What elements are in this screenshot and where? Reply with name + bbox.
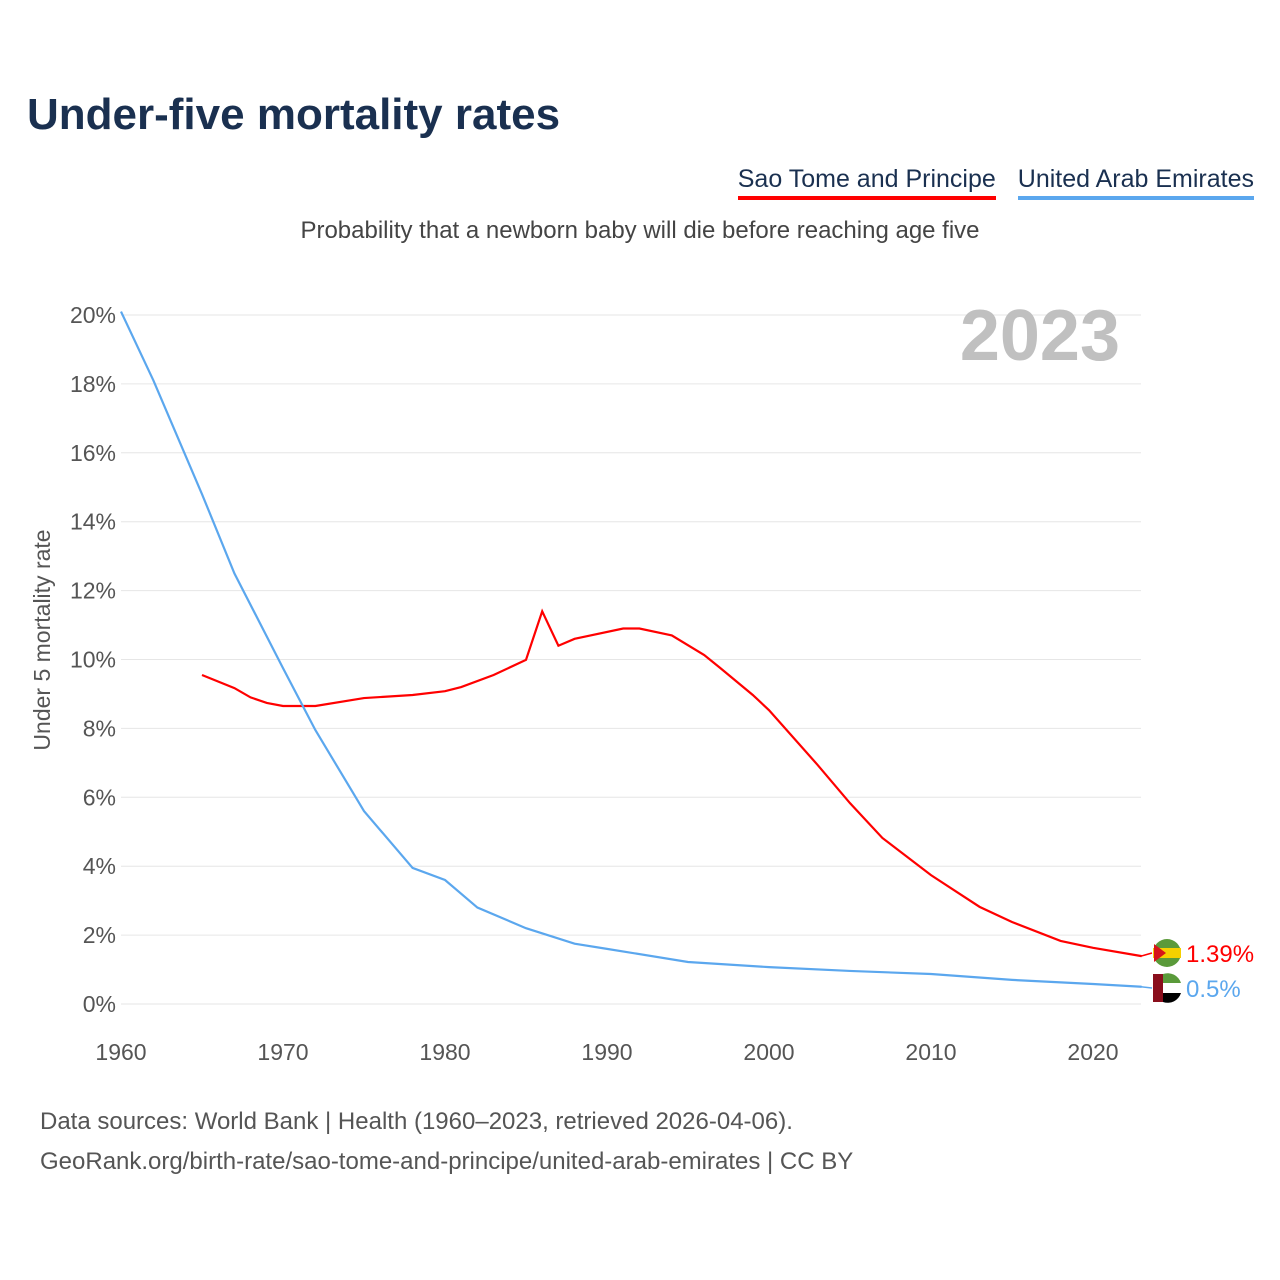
end-value-label: 0.5% xyxy=(1186,976,1241,1003)
y-tick-label: 10% xyxy=(70,647,116,673)
y-tick-label: 20% xyxy=(70,302,116,328)
series-line-sao-tome xyxy=(201,608,1142,958)
end-value-label: 1.39% xyxy=(1186,941,1254,968)
uae-flag-icon xyxy=(1153,974,1163,1002)
y-tick-label: 4% xyxy=(83,853,116,879)
chart-title: Under-five mortality rates xyxy=(27,90,561,139)
y-tick-label: 12% xyxy=(70,578,116,604)
y-tick-label: 2% xyxy=(83,922,116,948)
y-axis-label: Under 5 mortality rate xyxy=(29,529,55,750)
x-tick-label: 1980 xyxy=(419,1039,470,1065)
x-tick-label: 2020 xyxy=(1067,1039,1118,1065)
legend: Sao Tome and Principe United Arab Emirat… xyxy=(737,165,1254,200)
sao-tome-flag-icon xyxy=(1154,944,1166,962)
chart-subtitle: Probability that a newborn baby will die… xyxy=(300,217,980,244)
sao-tome-flag-icon xyxy=(1153,948,1181,958)
label-connector xyxy=(1140,986,1153,989)
label-connector xyxy=(1140,952,1153,957)
y-tick-label: 0% xyxy=(83,991,116,1017)
uae-flag-icon xyxy=(1163,993,1181,1003)
year-label: 2023 xyxy=(960,296,1120,376)
source-line: Data sources: World Bank | Health (1960–… xyxy=(40,1108,793,1135)
x-tick-label: 1960 xyxy=(95,1039,146,1065)
y-tick-label: 6% xyxy=(83,784,116,810)
x-tick-label: 2000 xyxy=(743,1039,794,1065)
y-tick-label: 8% xyxy=(83,715,116,741)
legend-uae[interactable]: United Arab Emirates xyxy=(1017,165,1254,200)
x-tick-label: 2010 xyxy=(905,1039,956,1065)
legend-sao-tome[interactable]: Sao Tome and Principe xyxy=(737,165,996,200)
y-tick-label: 16% xyxy=(70,440,116,466)
y-tick-label: 18% xyxy=(70,371,116,397)
x-tick-label: 1970 xyxy=(257,1039,308,1065)
uae-flag-icon xyxy=(1163,973,1181,983)
source-url[interactable]: GeoRank.org/birth-rate/sao-tome-and-prin… xyxy=(40,1148,854,1175)
y-tick-label: 14% xyxy=(70,509,116,535)
series-line-uae xyxy=(120,311,1142,988)
x-tick-label: 1990 xyxy=(581,1039,632,1065)
